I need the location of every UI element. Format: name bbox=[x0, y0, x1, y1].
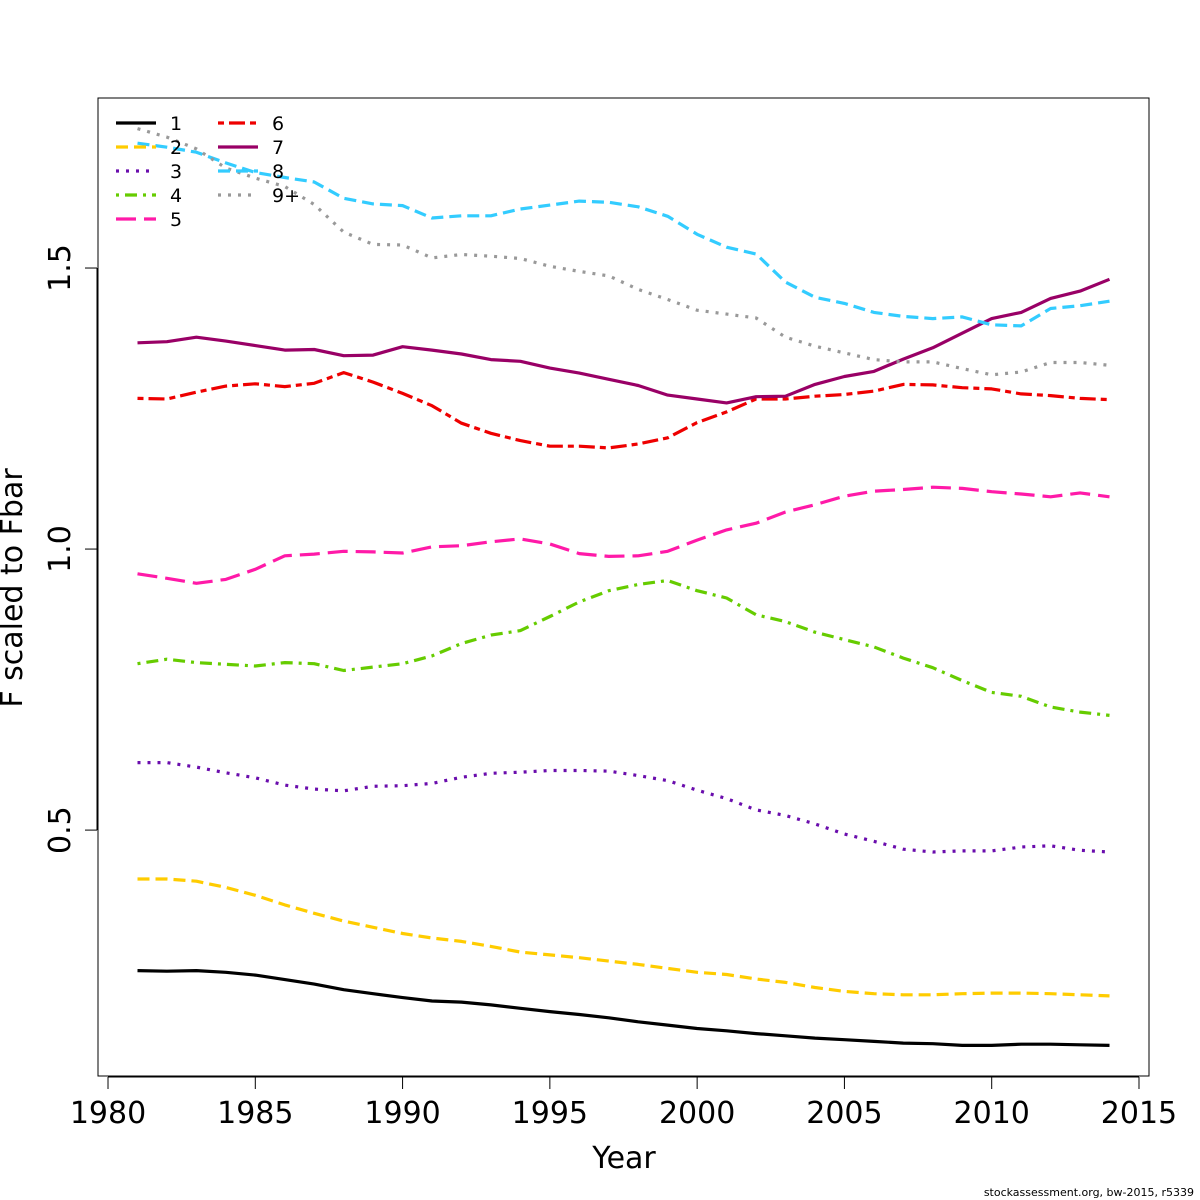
x-tick-label: 1995 bbox=[512, 1096, 588, 1131]
legend-label: 1 bbox=[170, 113, 182, 135]
legend-label: 4 bbox=[170, 185, 182, 207]
x-tick-label: 1980 bbox=[70, 1096, 146, 1131]
series-line-2 bbox=[137, 877, 1110, 998]
x-tick-label: 1985 bbox=[217, 1096, 293, 1131]
plot-frame bbox=[97, 97, 1150, 1077]
x-tick-label: 2010 bbox=[954, 1096, 1030, 1131]
series-line-3 bbox=[137, 760, 1110, 854]
y-axis: 0.5 1.0 1.5 bbox=[43, 244, 98, 854]
series-line-4 bbox=[137, 578, 1110, 717]
y-axis-title: F scaled to Fbar bbox=[0, 468, 30, 708]
x-tick-label: 2005 bbox=[806, 1096, 882, 1131]
legend-label: 7 bbox=[272, 137, 284, 159]
legend-label: 9+ bbox=[272, 185, 300, 207]
x-axis-title: Year bbox=[591, 1141, 656, 1176]
series-line-5 bbox=[137, 485, 1110, 585]
x-axis: 1980 1985 1990 1995 2000 2005 2010 2015 bbox=[70, 1076, 1177, 1131]
legend-label: 5 bbox=[170, 209, 182, 231]
y-tick-label: 0.5 bbox=[43, 806, 78, 854]
y-tick-label: 1.0 bbox=[43, 525, 78, 573]
series-line-6 bbox=[137, 371, 1110, 450]
series-line-9plus bbox=[137, 127, 1110, 377]
series-line-8 bbox=[137, 141, 1110, 328]
footer-credit: stockassessment.org, bw-2015, r5339 bbox=[984, 1186, 1194, 1199]
series-line-1 bbox=[137, 968, 1110, 1048]
legend-label: 2 bbox=[170, 137, 182, 159]
legend-label: 3 bbox=[170, 161, 182, 183]
series-layer bbox=[137, 127, 1111, 1048]
series-line-7 bbox=[137, 277, 1111, 405]
y-tick-label: 1.5 bbox=[43, 244, 78, 292]
x-tick-label: 2015 bbox=[1101, 1096, 1177, 1131]
x-tick-label: 2000 bbox=[659, 1096, 735, 1131]
legend-label: 6 bbox=[272, 113, 284, 135]
legend-label: 8 bbox=[272, 161, 284, 183]
x-tick-label: 1990 bbox=[364, 1096, 440, 1131]
